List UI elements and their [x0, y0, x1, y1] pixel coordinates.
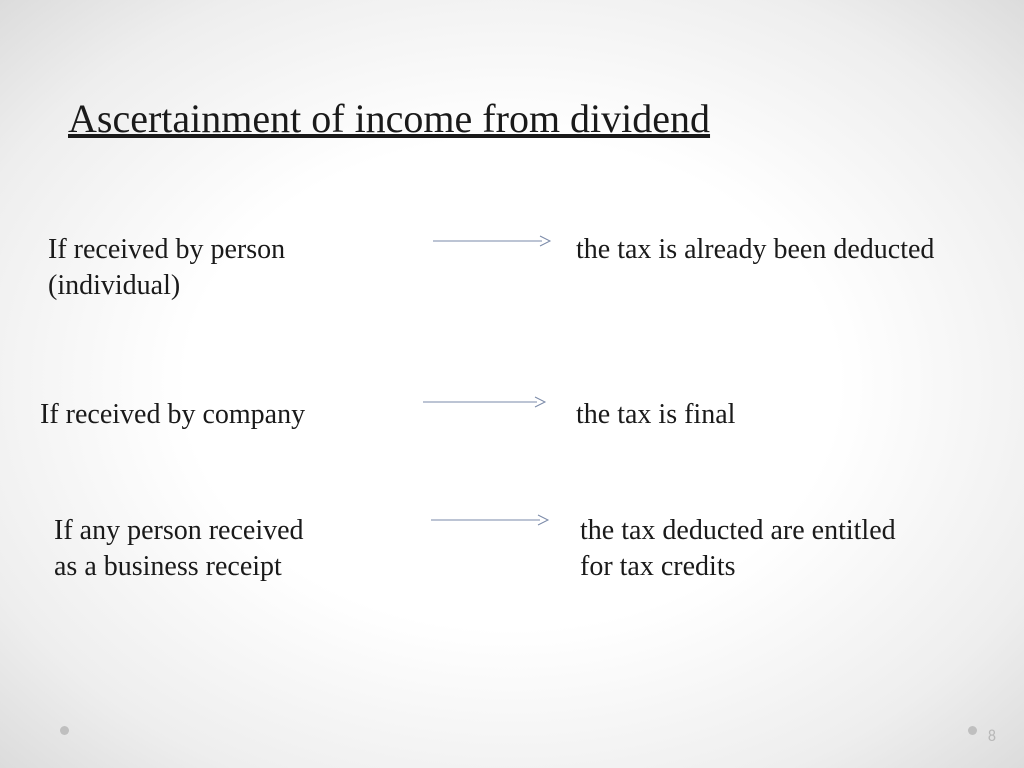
arrow-1	[432, 234, 552, 246]
row-right-2: the tax is final	[576, 397, 836, 433]
row-right-1: the tax is already been deducted	[576, 232, 936, 268]
row-left-3: If any person received as a business rec…	[54, 513, 324, 585]
arrow-2	[422, 395, 547, 407]
row-left-1: If received by person (individual)	[48, 232, 368, 304]
dot-left	[60, 726, 69, 735]
row-right-3: the tax deducted are entitled for tax cr…	[580, 513, 920, 585]
slide-title: Ascertainment of income from dividend	[68, 95, 710, 143]
dot-right	[968, 726, 977, 735]
arrow-3	[430, 513, 550, 525]
row-left-2: If received by company	[40, 397, 380, 433]
page-number: 8	[988, 727, 996, 746]
